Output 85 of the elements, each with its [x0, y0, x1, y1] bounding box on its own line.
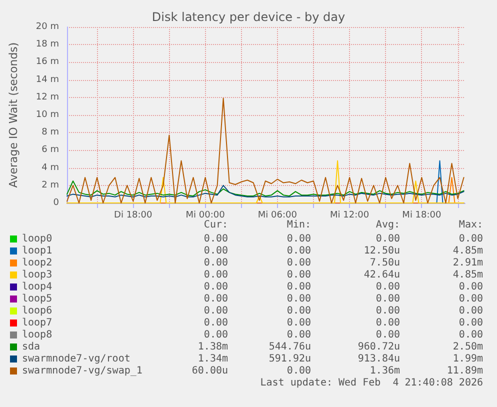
legend-label: swarmnode7-vg/root: [22, 354, 130, 364]
x-tick-label: Mi 12:00: [330, 210, 370, 220]
text: 591.92u: [268, 354, 312, 364]
text: 0.00: [376, 282, 400, 292]
y-tick-label: 2 m: [42, 180, 59, 190]
text: Cur:: [204, 220, 228, 230]
text: 960.72u: [358, 342, 400, 352]
x-tick-label: Mi 00:00: [186, 210, 226, 220]
text: 0.00: [204, 246, 228, 256]
x-tick-label: Di 18:00: [114, 210, 153, 220]
text: 544.76u: [268, 342, 312, 352]
text: 1.38m: [198, 342, 228, 352]
y-tick-label: 10 m: [36, 110, 59, 120]
y-tick-label: 6 m: [42, 145, 59, 156]
y-tick-label: 16 m: [36, 57, 59, 68]
text: Avg:: [376, 220, 400, 230]
text: 0.00: [286, 258, 312, 268]
text: 0.00: [458, 294, 484, 304]
text: 60.00u: [192, 366, 228, 376]
text: 0.00: [204, 294, 228, 304]
text: 0.00: [204, 258, 228, 268]
text: 42.64u: [364, 270, 400, 280]
text: 1.99m: [452, 354, 484, 364]
y-tick-label: 20 m: [36, 22, 59, 32]
text: 0.00: [376, 330, 400, 340]
legend-label: loop8: [22, 330, 52, 340]
y-tick-label: 4 m: [42, 162, 59, 173]
legend-label: loop5: [22, 294, 52, 304]
text: 1.34m: [198, 354, 228, 364]
x-tick-label: Mi 18:00: [402, 210, 442, 220]
text: 0.00: [286, 294, 312, 304]
y-tick-label: 8 m: [42, 128, 59, 138]
text: 0.00: [376, 306, 400, 316]
legend-label: loop6: [22, 306, 52, 316]
text: 0.00: [204, 306, 228, 316]
text: 0.00: [204, 282, 228, 292]
text: 0.00: [376, 234, 400, 244]
legend-label: loop2: [22, 258, 52, 268]
legend-label: sda: [22, 342, 40, 352]
text: 2.50m: [452, 342, 484, 352]
text: Max:: [458, 220, 484, 230]
legend-label: swarmnode7-vg/swap_1: [22, 366, 142, 376]
text: 913.84u: [358, 354, 400, 364]
text: 11.89m: [446, 366, 483, 376]
legend-label: loop3: [22, 270, 52, 280]
text: 12.50u: [364, 246, 400, 256]
legend-label: loop4: [22, 282, 52, 292]
text: 0.00: [458, 330, 484, 340]
text: 0.00: [376, 294, 400, 304]
y-tick-label: 14 m: [36, 74, 59, 85]
text: 0.00: [204, 270, 228, 280]
text: 0.00: [458, 282, 484, 292]
text: 0.00: [286, 318, 312, 328]
text: 0.00: [376, 318, 400, 328]
y-tick-label: 0: [53, 198, 60, 208]
text: Min:: [286, 220, 312, 230]
text: 0.00: [286, 246, 312, 256]
x-tick-label: Mi 06:00: [258, 210, 298, 220]
text: 7.50u: [370, 258, 400, 268]
text: 0.00: [286, 366, 312, 376]
y-tick-label: 12 m: [36, 92, 59, 102]
text: 0.00: [286, 270, 312, 280]
chart-title: Disk latency per device - by day: [152, 10, 346, 24]
text: 2.91m: [452, 258, 484, 268]
legend-label: loop7: [22, 318, 52, 328]
text: Last update: Wed Feb 4 21:40:08 2026: [260, 378, 484, 388]
text: 4.85m: [452, 270, 484, 280]
text: 0.00: [286, 330, 312, 340]
text: 0.00: [204, 330, 228, 340]
text: 0.00: [204, 318, 228, 328]
text: 0.00: [458, 234, 484, 244]
y-tick-label: 18 m: [36, 40, 59, 50]
line-series: [66, 184, 464, 198]
text: 4.85m: [452, 246, 484, 256]
text: 0.00: [286, 234, 312, 244]
text: 0.00: [458, 318, 484, 328]
text: 0.00: [286, 306, 312, 316]
y-axis-title: Average IO Wait (seconds): [7, 42, 20, 188]
text: 0.00: [204, 234, 228, 244]
legend-label: loop1: [22, 246, 52, 256]
text: 1.36m: [370, 366, 400, 376]
legend-label: loop0: [22, 234, 52, 244]
line-series: [66, 180, 464, 196]
text: 0.00: [458, 306, 484, 316]
text: 0.00: [286, 282, 312, 292]
